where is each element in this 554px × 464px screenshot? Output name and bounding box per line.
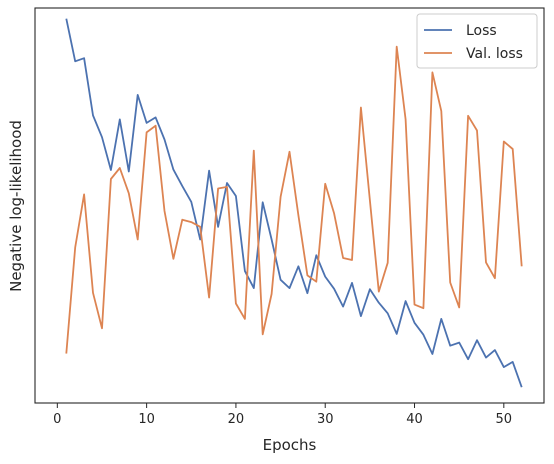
series-layer <box>65 18 523 388</box>
x-axis-ticks: 0 10 20 30 40 50 <box>53 403 512 427</box>
x-tick-label: 30 <box>317 412 334 427</box>
x-tick-label: 20 <box>228 412 245 427</box>
x-tick-label: 10 <box>138 412 155 427</box>
y-axis-label: Negative log-likelihood <box>7 120 25 292</box>
legend-label-loss: Loss <box>466 23 497 39</box>
legend-label-val-loss: Val. loss <box>466 46 523 62</box>
series-line-val-loss <box>65 45 523 354</box>
x-tick-label: 50 <box>496 412 513 427</box>
x-axis-label: Epochs <box>263 436 317 454</box>
x-tick-label: 0 <box>53 412 61 427</box>
plot-area <box>34 7 545 404</box>
x-tick-label: 40 <box>406 412 423 427</box>
series-line-loss <box>65 18 523 388</box>
legend: Loss Val. loss <box>416 13 538 69</box>
legend-box <box>416 13 538 69</box>
